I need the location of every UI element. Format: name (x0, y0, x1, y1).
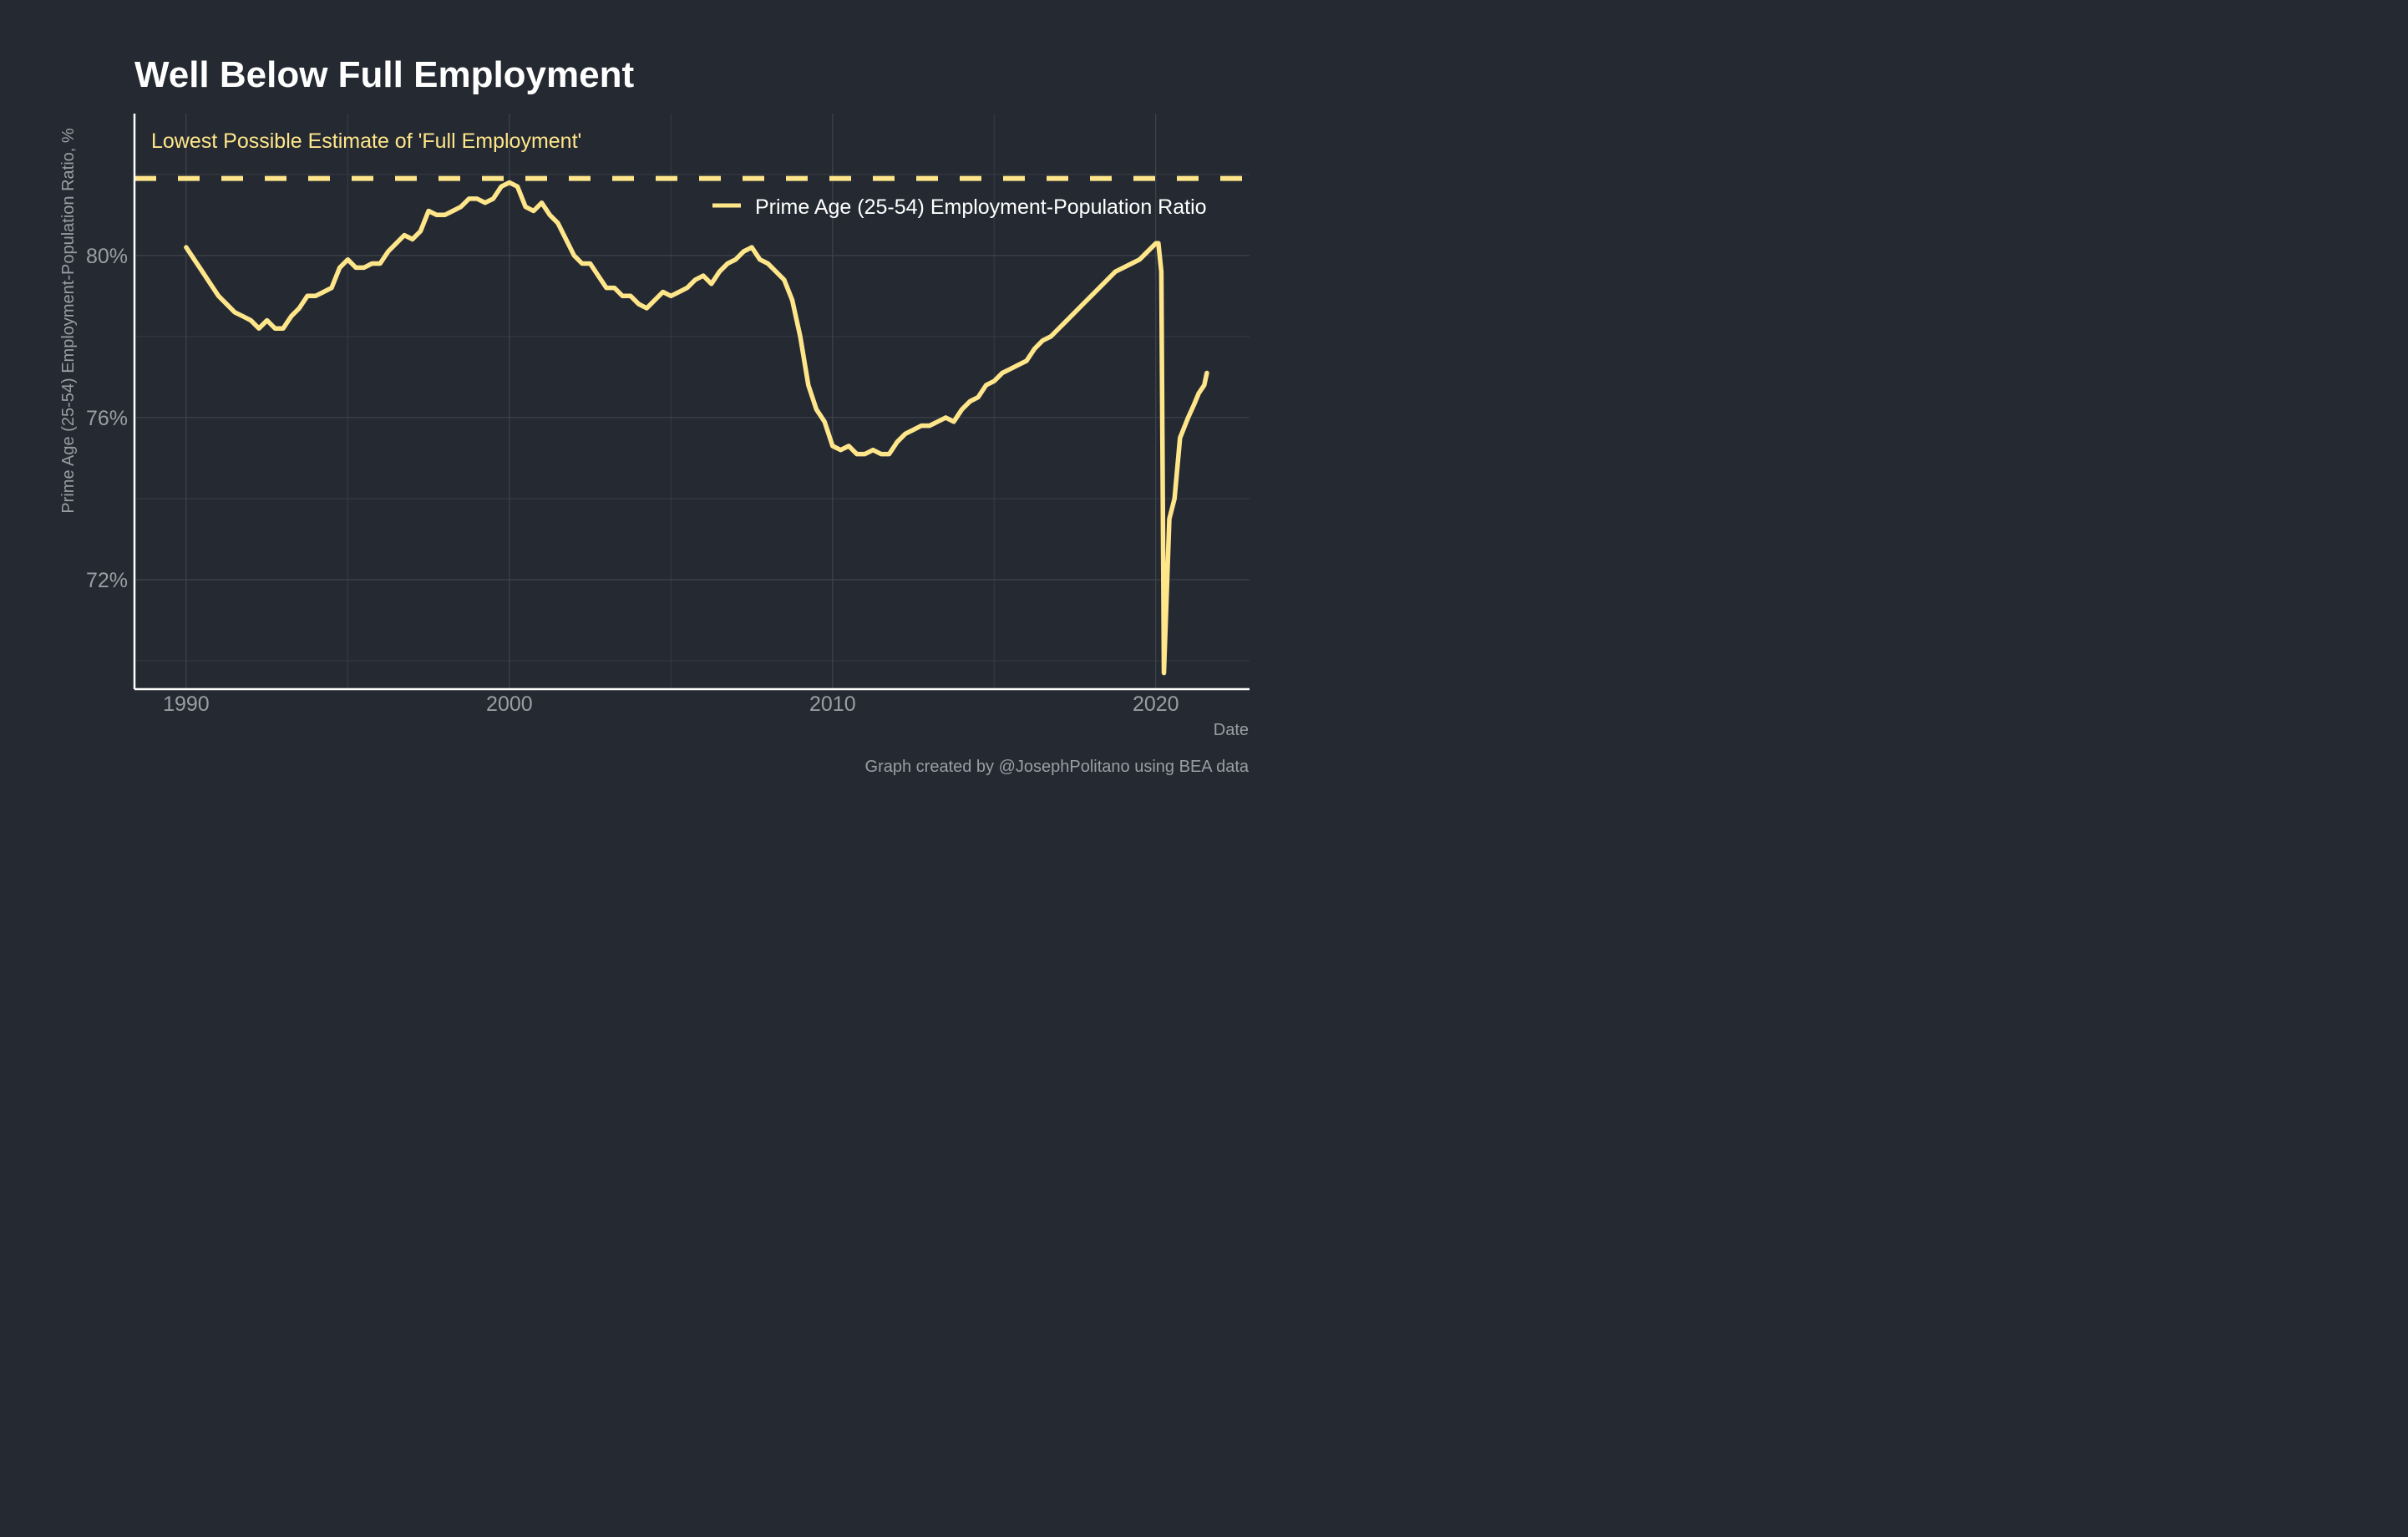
reference-annotation: Lowest Possible Estimate of 'Full Employ… (151, 129, 581, 153)
x-tick-label: 2010 (809, 692, 856, 716)
chart-title: Well Below Full Employment (134, 54, 634, 95)
y-tick-label: 76% (86, 407, 128, 430)
y-tick-label: 80% (86, 245, 128, 268)
y-axis-title: Prime Age (25-54) Employment-Population … (59, 128, 78, 514)
chart: Well Below Full Employment 72% 76% 80% 199… (0, 0, 1310, 836)
chart-background (0, 0, 1310, 836)
series-line-0 (184, 180, 1209, 676)
x-tick-label: 2020 (1133, 692, 1179, 716)
chart-caption: Graph created by @JosephPolitano using B… (865, 758, 1250, 776)
y-tick-labels: 72% 76% 80% (86, 245, 128, 592)
x-tick-labels: 1990 2000 2010 2020 (163, 692, 1179, 716)
x-tick-label: 1990 (163, 692, 210, 716)
series-layer (184, 180, 1209, 676)
legend: Prime Age (25-54) Employment-Population … (712, 195, 1207, 219)
y-tick-label: 72% (86, 569, 128, 592)
gridlines (134, 114, 1250, 689)
legend-label: Prime Age (25-54) Employment-Population … (755, 195, 1207, 219)
x-tick-label: 2000 (486, 692, 533, 716)
x-axis-title: Date (1214, 721, 1249, 739)
